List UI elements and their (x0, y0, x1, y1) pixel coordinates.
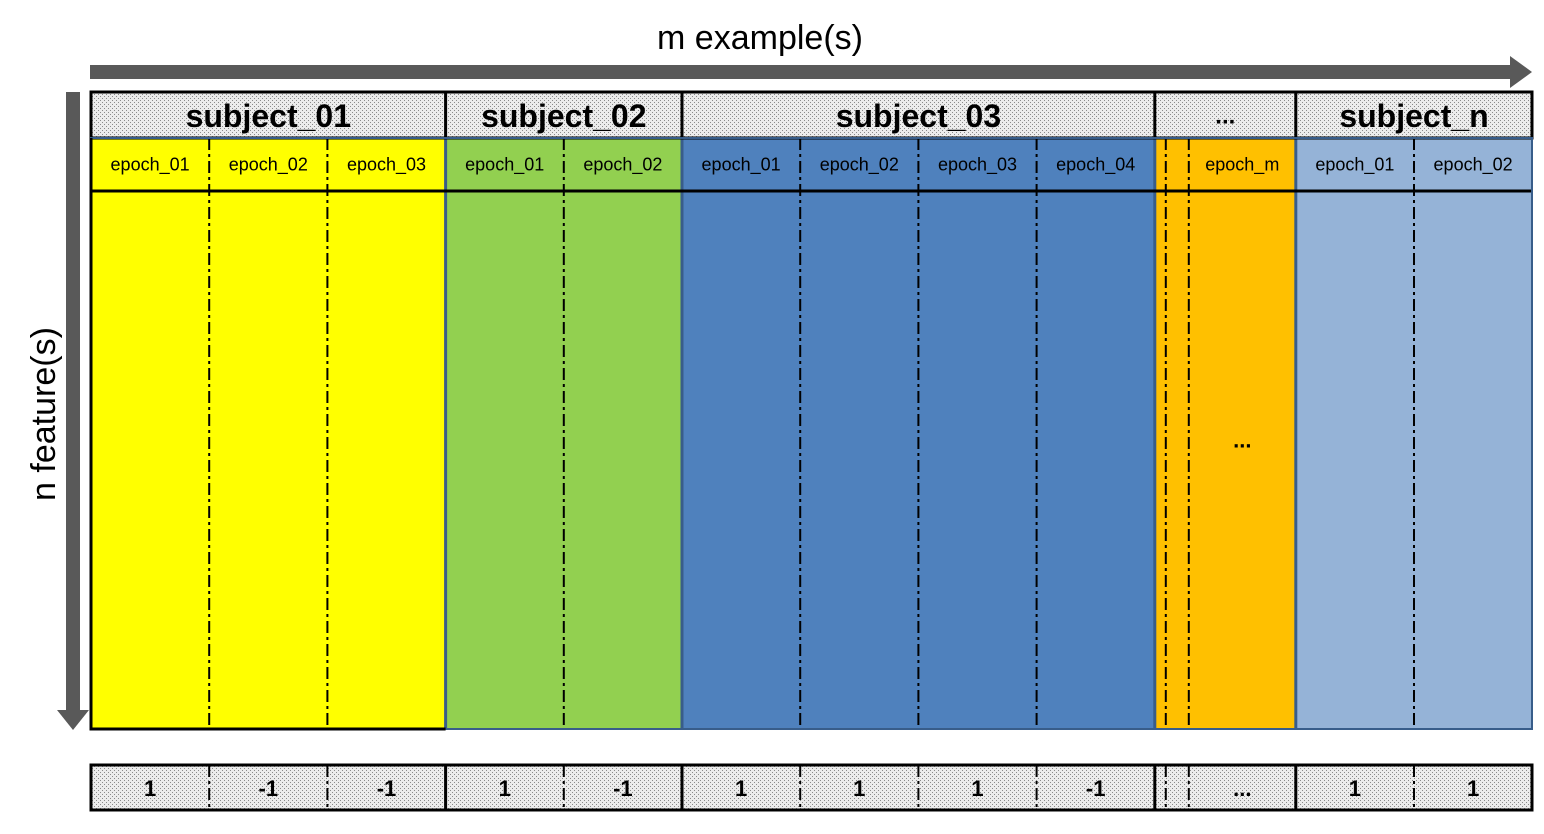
epoch-label: epoch_02 (583, 155, 662, 176)
class-label-value: -1 (259, 776, 279, 801)
epoch-label: epoch_02 (229, 155, 308, 176)
class-label-value: -1 (613, 776, 633, 801)
epoch-label: epoch_03 (347, 155, 426, 176)
label-row-cell (91, 765, 446, 810)
subject-header-cell (445, 92, 682, 138)
epoch-label: epoch_01 (111, 155, 190, 176)
subject-column (682, 138, 1155, 729)
subject-column (1295, 138, 1533, 729)
subject-column (1154, 138, 1296, 729)
class-label-value: 1 (1467, 776, 1479, 801)
x-axis-label: m example(s) (657, 19, 863, 57)
subject-name: subject_02 (481, 98, 646, 134)
subject-name: subject_n (1339, 98, 1488, 134)
class-label-value: -1 (1086, 776, 1106, 801)
class-label-value: 1 (971, 776, 983, 801)
epoch-label: epoch_01 (465, 155, 544, 176)
epoch-label: epoch_02 (820, 155, 899, 176)
class-label-value: -1 (377, 776, 397, 801)
epoch-label: epoch_m (1205, 155, 1279, 176)
subject-name: subject_01 (186, 98, 351, 134)
subject01-outline (89, 138, 446, 731)
subject-header-cell (1154, 92, 1296, 138)
epoch-label: epoch_04 (1056, 155, 1135, 176)
subject-column (445, 138, 682, 729)
class-label-value: 1 (735, 776, 747, 801)
epoch-label: epoch_02 (1434, 155, 1513, 176)
subject-name: ... (1215, 103, 1235, 130)
subject-header-cell (1295, 92, 1533, 138)
class-label-value: ... (1233, 776, 1251, 801)
class-label-value: 1 (144, 776, 156, 801)
label-row-cell (1154, 765, 1296, 810)
class-label-value: 1 (499, 776, 511, 801)
subject-header-cell (91, 92, 446, 138)
epoch-label: epoch_03 (938, 155, 1017, 176)
subject-header-cell (682, 92, 1155, 138)
x-axis-arrow (90, 56, 1532, 88)
epoch-label: epoch_01 (702, 155, 781, 176)
subject-column (91, 138, 446, 729)
epoch-label: epoch_01 (1315, 155, 1394, 176)
subject-name: subject_03 (836, 98, 1001, 134)
class-label-value: 1 (1349, 776, 1361, 801)
class-label-value: 1 (853, 776, 865, 801)
column-ellipsis: ... (1233, 428, 1251, 453)
y-axis-label: n feature(s) (25, 327, 63, 501)
y-axis-arrow (57, 92, 89, 730)
label-row-outline (89, 763, 1534, 812)
